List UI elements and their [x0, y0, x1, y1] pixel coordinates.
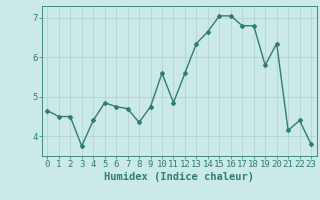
- X-axis label: Humidex (Indice chaleur): Humidex (Indice chaleur): [104, 172, 254, 182]
